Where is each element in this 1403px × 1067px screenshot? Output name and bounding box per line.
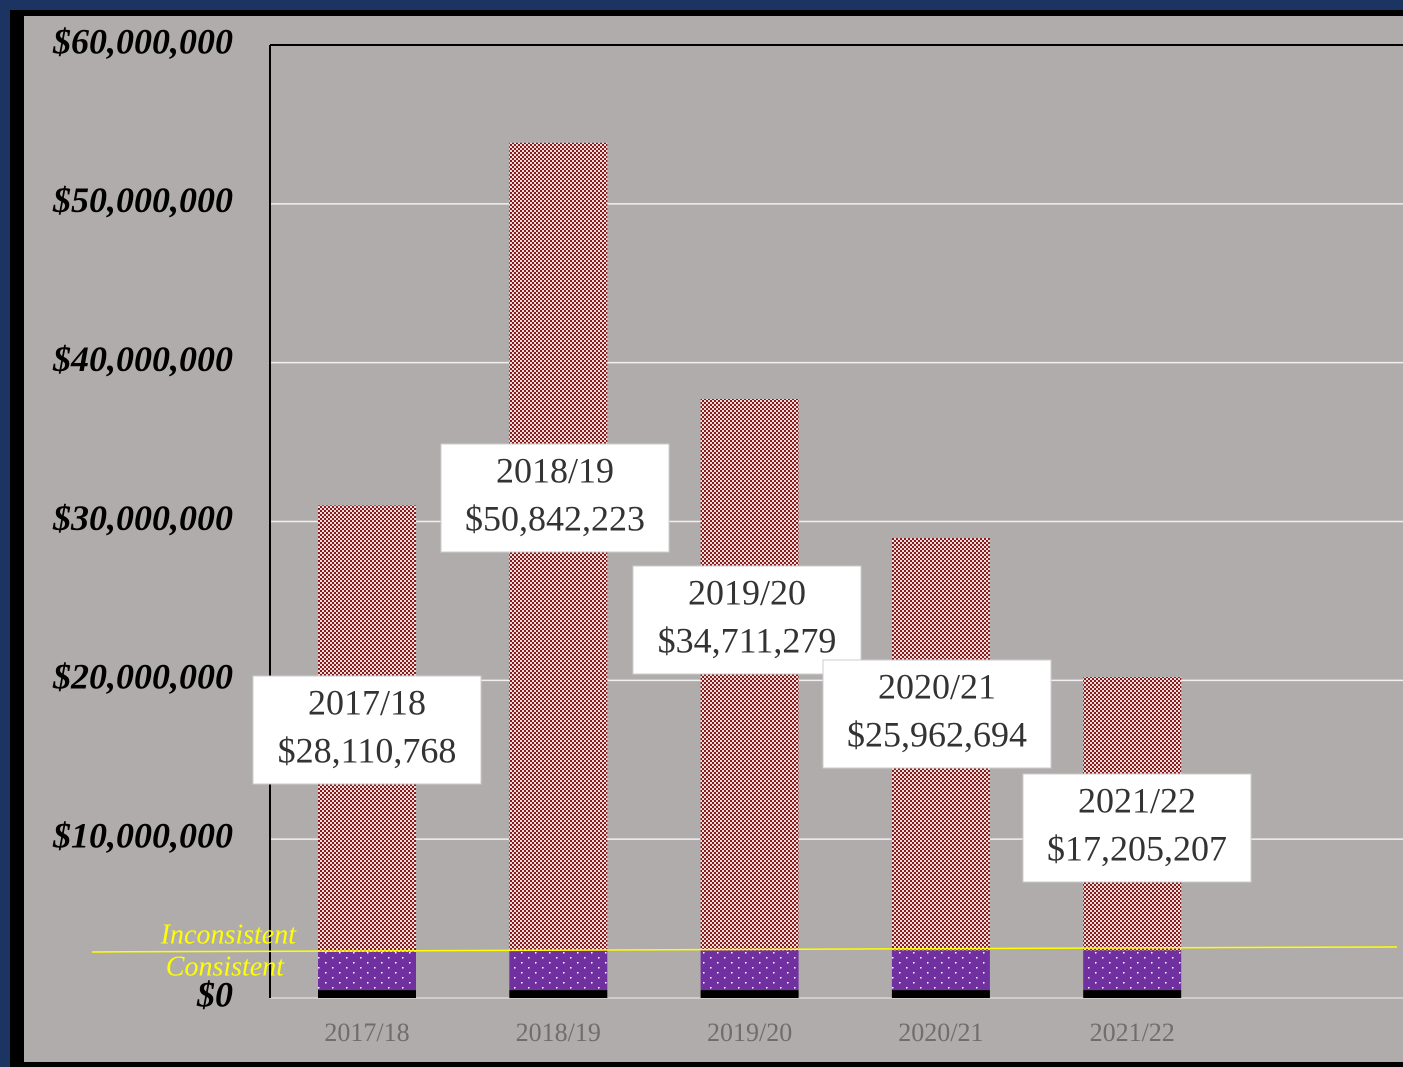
bar-segment — [318, 951, 416, 991]
y-tick-label: $0 — [196, 974, 233, 1014]
data-label-box — [252, 675, 482, 785]
data-label: $17,205,207 — [1047, 828, 1227, 868]
y-tick-label: $10,000,000 — [52, 815, 233, 855]
bar-segment — [891, 950, 990, 991]
data-label-category: 2020/21 — [878, 666, 996, 706]
y-tick-label: $40,000,000 — [52, 339, 233, 379]
data-label-category: 2018/19 — [496, 450, 614, 490]
bar-segment — [1083, 950, 1182, 991]
y-tick-label: $50,000,000 — [52, 180, 233, 220]
x-tick-label: 2017/18 — [324, 1018, 409, 1047]
reference-label: Consistent — [166, 951, 285, 982]
y-tick-label: $30,000,000 — [52, 498, 233, 538]
reference-label: Inconsistent — [160, 919, 298, 950]
data-label: $34,711,279 — [658, 620, 837, 660]
bar-segment — [509, 990, 608, 998]
data-label-box — [632, 565, 862, 675]
data-label-category: 2019/20 — [688, 572, 806, 612]
y-tick-label: $60,000,000 — [52, 21, 233, 61]
bar-segment — [700, 990, 799, 998]
bar-segment — [509, 950, 608, 991]
bar-segment — [1083, 990, 1182, 998]
data-label: $28,110,768 — [278, 730, 457, 770]
data-label: $25,962,694 — [847, 714, 1027, 754]
data-label-box — [1022, 773, 1252, 883]
y-tick-label: $20,000,000 — [52, 657, 233, 697]
x-tick-label: 2019/20 — [707, 1018, 792, 1047]
bar-segment — [700, 950, 799, 991]
data-label-category: 2017/18 — [308, 682, 426, 722]
x-tick-label: 2021/22 — [1090, 1018, 1175, 1047]
reference-line — [91, 946, 1398, 953]
data-label: $50,842,223 — [465, 498, 645, 538]
bar-segment — [891, 990, 990, 998]
data-label-box — [440, 443, 670, 553]
bar-segment — [318, 990, 416, 998]
data-label-category: 2021/22 — [1078, 780, 1196, 820]
x-tick-label: 2020/21 — [898, 1018, 983, 1047]
x-tick-label: 2018/19 — [516, 1018, 601, 1047]
data-label-box — [822, 659, 1052, 769]
bar-segment — [700, 399, 799, 951]
